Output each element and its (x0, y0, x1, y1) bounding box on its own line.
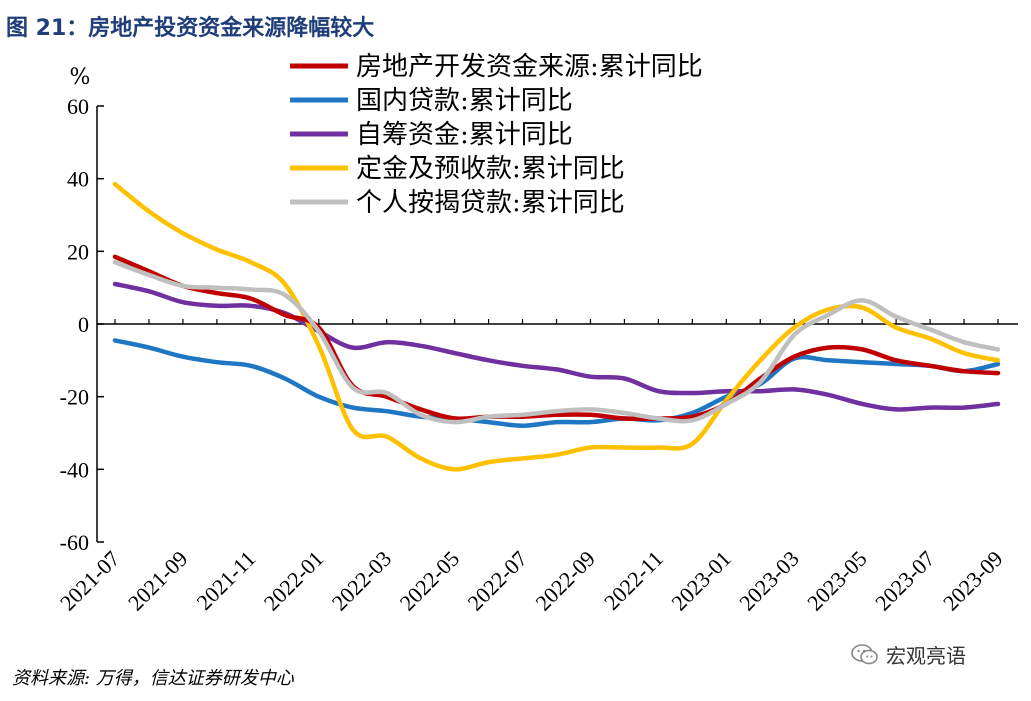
series-line-4 (112, 259, 1001, 425)
series-line-2 (112, 281, 1001, 412)
y-tick-label: -40 (60, 457, 89, 482)
legend-label-2: 自筹资金:累计同比 (356, 120, 573, 150)
series-line-3 (112, 181, 1001, 472)
x-tick-label: 2023-03 (734, 546, 804, 616)
y-tick-label: 60 (67, 94, 89, 119)
y-tick-label: 40 (67, 167, 89, 192)
y-tick-label: 0 (78, 312, 89, 337)
x-tick-label: 2021-09 (123, 546, 193, 616)
watermark: 宏观亮语 (850, 640, 966, 669)
x-tick-label: 2023-05 (802, 546, 872, 616)
x-tick-label: 2022-11 (599, 546, 668, 615)
y-tick-label: -60 (60, 530, 89, 555)
y-tick-label: -20 (60, 385, 89, 410)
x-tick-label: 2022-07 (463, 546, 533, 616)
x-tick-label: 2023-07 (870, 546, 940, 616)
legend-label-1: 国内贷款:累计同比 (356, 86, 573, 116)
x-tick-label: 2022-05 (395, 546, 465, 616)
x-tick-label: 2022-01 (259, 546, 329, 616)
legend-label-3: 定金及预收款:累计同比 (356, 154, 625, 184)
chart-legend: 房地产开发资金来源:累计同比国内贷款:累计同比自筹资金:累计同比定金及预收款:累… (290, 52, 703, 218)
x-tick-label: 2021-07 (55, 546, 125, 616)
watermark-text: 宏观亮语 (886, 644, 966, 668)
source-note: 资料来源: 万得，信达证券研发中心 (12, 668, 294, 689)
x-tick-label: 2023-09 (938, 546, 1008, 616)
x-tick-label: 2023-01 (666, 546, 736, 616)
chart-series (112, 181, 1001, 472)
series-line-0 (112, 254, 1001, 422)
line-chart: %6040200-20-40-602021-072021-092021-1120… (55, 52, 1018, 616)
x-tick-label: 2022-03 (327, 546, 397, 616)
legend-label-0: 房地产开发资金来源:累计同比 (356, 52, 703, 82)
y-unit-label: % (70, 65, 91, 90)
x-tick-label: 2021-11 (191, 546, 260, 615)
legend-label-4: 个人按揭贷款:累计同比 (356, 188, 625, 218)
y-tick-label: 20 (67, 239, 89, 264)
series-line-1 (112, 338, 1001, 428)
figure-title: 图 21：房地产投资资金来源降幅较大 (6, 16, 375, 41)
wechat-icon (851, 643, 878, 664)
x-tick-label: 2022-09 (530, 546, 600, 616)
